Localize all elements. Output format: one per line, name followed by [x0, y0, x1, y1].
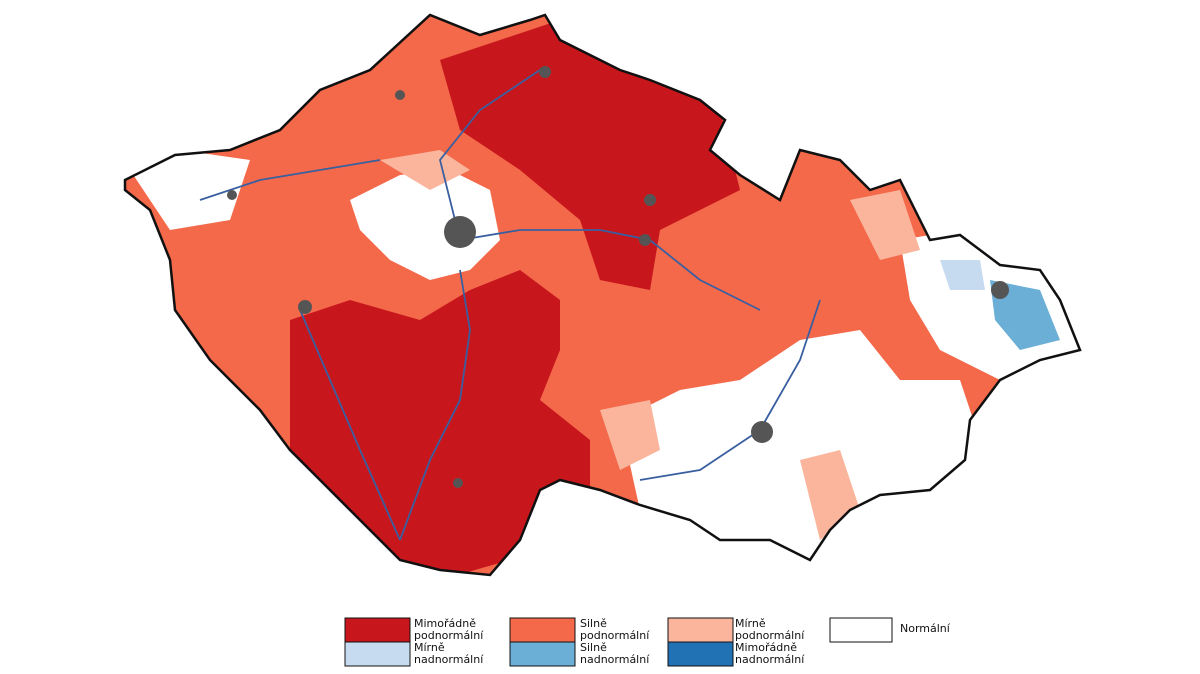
- region-mild-below: [380, 150, 470, 190]
- legend-swatch: [829, 617, 893, 643]
- legend-swatch: [344, 641, 411, 667]
- region-extreme-below: [290, 270, 590, 575]
- legend-swatch: [667, 641, 734, 667]
- legend-label: Mírně: [414, 641, 445, 654]
- legend-label: Mimořádně: [414, 617, 476, 630]
- region-strong-above: [990, 280, 1060, 350]
- city: [751, 421, 773, 443]
- city: [991, 281, 1009, 299]
- river: [459, 229, 761, 311]
- region-normal: [130, 150, 250, 230]
- legend-label: nadnormální: [580, 653, 650, 666]
- legend-label: Silně: [580, 641, 607, 654]
- cities: [227, 66, 1009, 488]
- legend-label: nadnormální: [414, 653, 484, 666]
- city: [453, 478, 463, 488]
- map-regions: [125, 15, 1080, 575]
- region-mild-above: [940, 260, 985, 290]
- legend-label: nadnormální: [735, 653, 805, 666]
- legend: MimořádněpodnormálníSilněpodnormálníMírn…: [344, 617, 951, 667]
- legend-label: Mimořádně: [735, 641, 797, 654]
- river: [399, 269, 471, 541]
- legend-label: podnormální: [414, 629, 484, 642]
- region-normal: [350, 170, 500, 280]
- legend-label: Mírně: [735, 617, 766, 630]
- legend-swatch: [509, 617, 576, 643]
- region-mild-below: [600, 400, 660, 470]
- river: [439, 69, 541, 241]
- legend-label: podnormální: [580, 629, 650, 642]
- legend-label: podnormální: [735, 629, 805, 642]
- city: [444, 216, 476, 248]
- legend-label: Silně: [580, 617, 607, 630]
- city: [539, 66, 551, 78]
- city: [298, 300, 312, 314]
- region-mild-below: [850, 190, 920, 260]
- legend-label: Normální: [900, 622, 951, 635]
- legend-swatch: [509, 641, 576, 667]
- city: [644, 194, 656, 206]
- legend-swatch: [344, 617, 411, 643]
- city: [395, 90, 405, 100]
- river: [199, 159, 381, 201]
- city: [639, 234, 651, 246]
- river: [299, 309, 401, 541]
- legend-swatch: [667, 617, 734, 643]
- city: [227, 190, 237, 200]
